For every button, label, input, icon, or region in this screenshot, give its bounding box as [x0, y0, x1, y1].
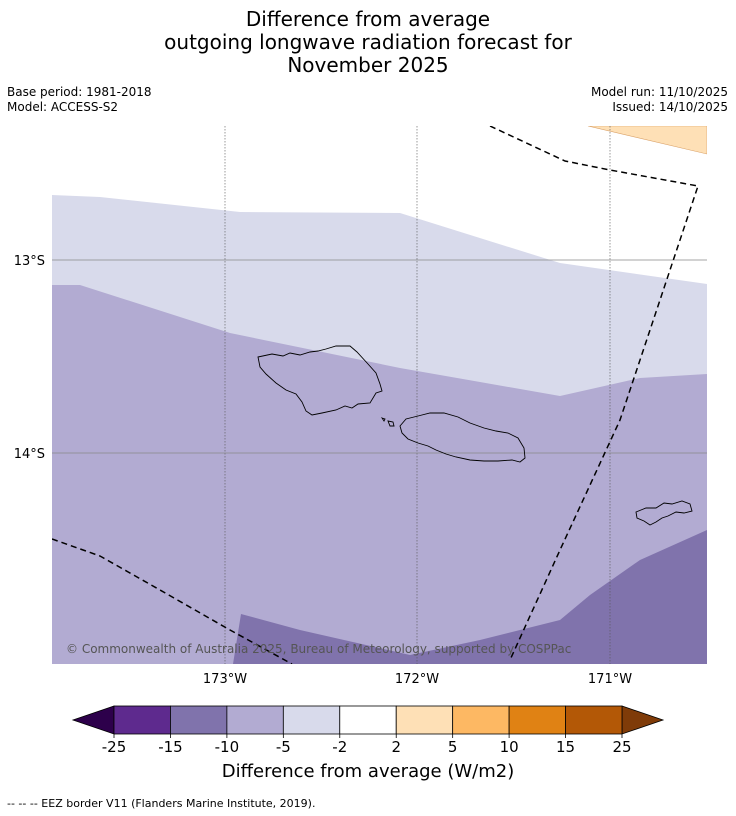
issued-date: Issued: 14/10/2025	[612, 100, 728, 114]
model-name: Model: ACCESS-S2	[7, 100, 119, 114]
copyright-text: © Commonwealth of Australia 2025, Bureau…	[66, 642, 571, 656]
colorbar-bin	[508, 705, 566, 735]
colorbar-bin	[170, 705, 228, 735]
colorbar-tick-label: 25	[612, 738, 631, 756]
island-tutuila	[635, 500, 693, 526]
colorbar: -25 -15 -10 -5 -2 2 5 10 15 25	[71, 705, 665, 756]
colorbar-under-extension	[71, 705, 115, 735]
title-line-2: outgoing longwave radiation forecast for	[164, 30, 572, 54]
lat-label-13s: 13°S	[14, 254, 45, 269]
islet-apolima	[380, 417, 386, 422]
island-savaii	[257, 345, 383, 416]
colorbar-tick-label: 2	[391, 738, 401, 756]
islands	[257, 345, 693, 526]
eez-border-southwest	[52, 538, 293, 664]
colorbar-tick-label: -15	[158, 738, 183, 756]
meta-right: Model run: 11/10/2025 Issued: 14/10/2025	[591, 85, 728, 115]
region-minus15-to-minus10	[233, 530, 707, 664]
region-plus2-to-plus5	[587, 126, 707, 155]
islet-manono	[387, 420, 395, 427]
colorbar-bin	[339, 705, 397, 735]
graticule	[52, 126, 707, 664]
lat-label-14s: 14°S	[14, 447, 45, 462]
chart-title: Difference from average outgoing longwav…	[0, 8, 736, 77]
colorbar-bin	[565, 705, 623, 735]
colorbar-tick-label: -25	[102, 738, 127, 756]
island-upolu	[399, 412, 526, 463]
footnote: -- -- -- EEZ border V11 (Flanders Marine…	[7, 797, 316, 810]
lon-label-173w: 173°W	[203, 672, 247, 687]
lon-label-172w: 172°W	[395, 672, 439, 687]
colorbar-tick-label: 15	[556, 738, 575, 756]
title-line-1: Difference from average	[245, 7, 491, 31]
map-panel: © Commonwealth of Australia 2025, Bureau…	[52, 126, 707, 664]
colorbar-tick-label: -5	[276, 738, 291, 756]
colorbar-tick-label: -10	[215, 738, 240, 756]
base-period: Base period: 1981-2018	[7, 85, 152, 99]
colorbar-title: Difference from average (W/m2)	[221, 761, 515, 782]
colorbar-bin	[113, 705, 171, 735]
eez-border	[52, 126, 699, 664]
colorbar-bin	[282, 705, 341, 735]
colorbar-bin	[395, 705, 454, 735]
region-minus10-to-minus5	[52, 285, 707, 664]
eez-border-east	[489, 126, 699, 661]
meta-left: Base period: 1981-2018 Model: ACCESS-S2	[7, 85, 152, 115]
colorbar-tick-label: 5	[448, 738, 458, 756]
lon-label-171w: 171°W	[588, 672, 632, 687]
title-line-3: November 2025	[287, 53, 449, 77]
colorbar-bin	[452, 705, 510, 735]
colorbar-over-extension	[621, 705, 665, 735]
model-run: Model run: 11/10/2025	[590, 85, 728, 99]
colorbar-bin	[226, 705, 284, 735]
colorbar-tick-label: -2	[332, 738, 347, 756]
colorbar-tick-label: 10	[500, 738, 519, 756]
